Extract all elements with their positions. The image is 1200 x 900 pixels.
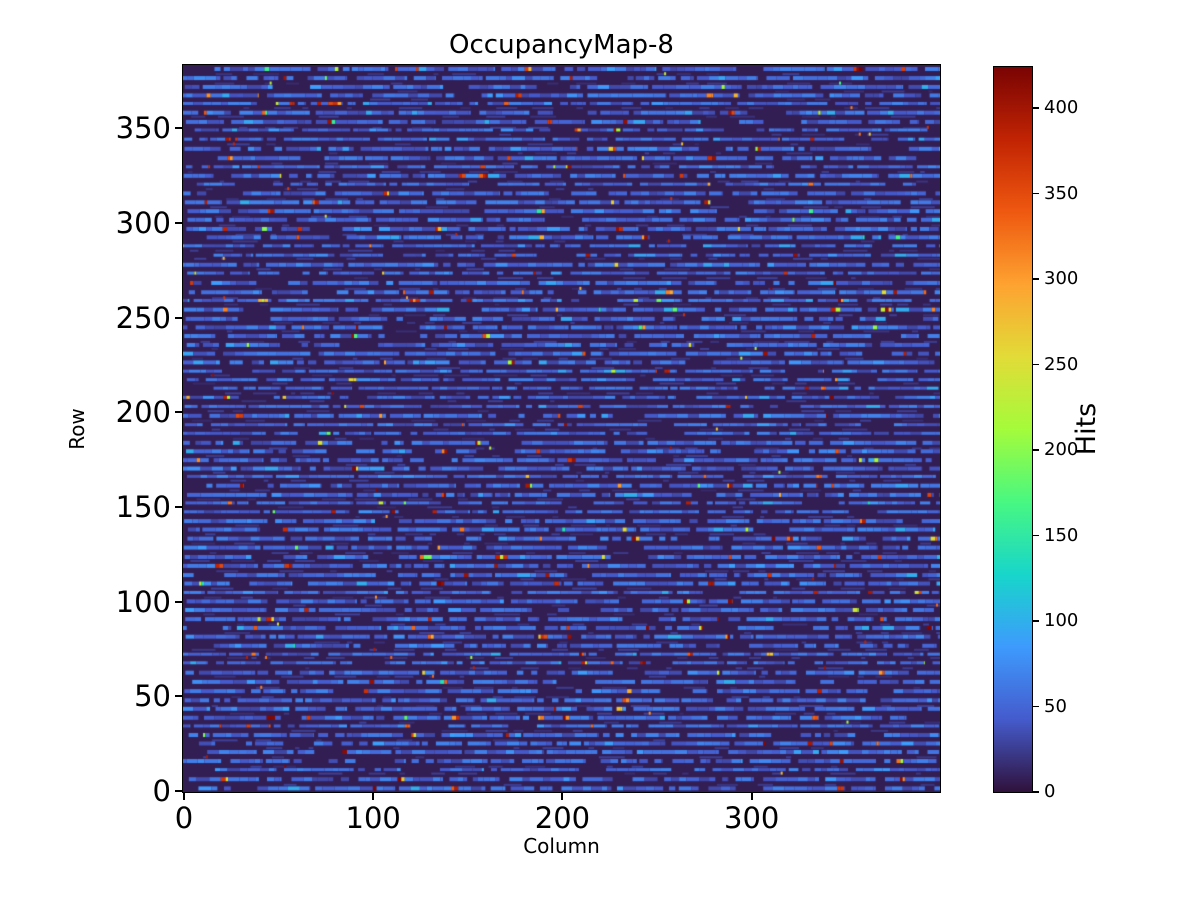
heatmap-image xyxy=(183,65,940,792)
colorbar-tick-mark xyxy=(1032,449,1039,451)
plot-area xyxy=(182,64,941,793)
colorbar-tick-mark xyxy=(1032,705,1039,708)
y-tick-label: 200 xyxy=(115,395,171,430)
y-tick-label: 100 xyxy=(115,584,171,619)
y-tick-mark xyxy=(175,411,183,414)
y-tick-mark xyxy=(175,127,183,130)
colorbar-tick-label: 50 xyxy=(1044,695,1067,717)
x-tick-mark xyxy=(182,792,185,800)
x-tick-label: 100 xyxy=(345,801,401,835)
y-tick-label: 150 xyxy=(115,490,171,525)
x-tick-mark xyxy=(372,792,375,800)
colorbar-tick-label: 100 xyxy=(1044,610,1079,631)
colorbar-tick-label: 300 xyxy=(1044,268,1079,290)
y-tick-label: 250 xyxy=(115,300,171,335)
chart-title: OccupancyMap-8 xyxy=(449,30,674,60)
y-tick-mark xyxy=(175,790,183,793)
y-tick-mark xyxy=(175,506,183,509)
colorbar-tick-label: 250 xyxy=(1044,353,1079,375)
y-tick-mark xyxy=(175,316,183,319)
y-tick-mark xyxy=(175,222,183,225)
colorbar-tick-label: 150 xyxy=(1044,524,1079,546)
colorbar-tick-mark xyxy=(1032,620,1039,622)
y-tick-label: 0 xyxy=(152,774,171,809)
x-tick-mark xyxy=(750,792,753,800)
x-tick-label: 300 xyxy=(724,801,780,835)
colorbar xyxy=(993,66,1033,793)
x-tick-mark xyxy=(561,792,564,800)
x-tick-label: 200 xyxy=(534,801,591,835)
y-tick-label: 350 xyxy=(115,111,171,146)
y-axis-label-text: Row xyxy=(65,408,89,450)
x-tick-label: 0 xyxy=(174,801,194,835)
colorbar-tick-label: 200 xyxy=(1044,439,1079,461)
y-tick-label: 300 xyxy=(115,206,171,241)
x-axis-label: Column xyxy=(523,834,600,858)
colorbar-gradient xyxy=(994,67,1032,792)
colorbar-tick-mark xyxy=(1032,107,1039,109)
colorbar-tick-mark xyxy=(1032,278,1039,280)
colorbar-tick-mark xyxy=(1032,534,1039,537)
colorbar-tick-label: 400 xyxy=(1044,97,1079,119)
y-tick-label: 50 xyxy=(134,679,171,714)
y-tick-mark xyxy=(175,695,183,698)
colorbar-tick-mark xyxy=(1032,192,1039,195)
colorbar-tick-mark xyxy=(1032,363,1039,366)
colorbar-tick-mark xyxy=(1032,791,1039,793)
colorbar-tick-label: 350 xyxy=(1044,182,1079,204)
y-tick-mark xyxy=(175,600,183,603)
colorbar-tick-label: 0 xyxy=(1044,781,1056,802)
